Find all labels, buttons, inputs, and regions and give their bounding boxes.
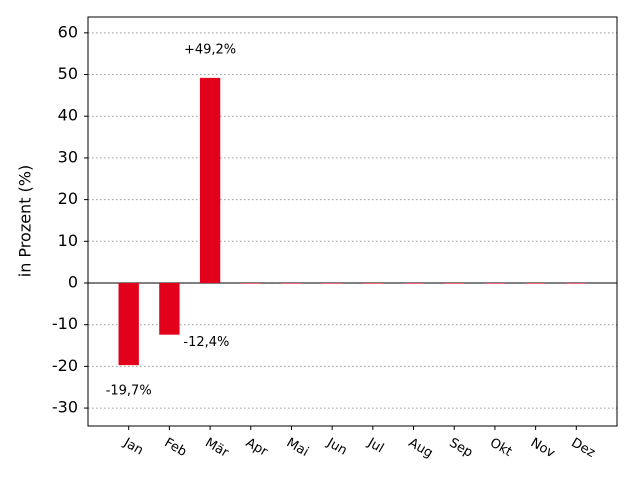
plot-frame bbox=[87, 16, 618, 427]
y-axis-label: in Prozent (%) bbox=[16, 165, 35, 277]
x-tick-label: Apr bbox=[243, 436, 271, 461]
bar bbox=[484, 282, 506, 284]
y-tick-label: -30 bbox=[52, 398, 78, 417]
bar bbox=[240, 282, 261, 284]
y-tick-label: 30 bbox=[58, 147, 78, 166]
y-tick-label: 0 bbox=[68, 272, 78, 291]
y-tick-label: 50 bbox=[58, 64, 78, 83]
bar bbox=[525, 282, 546, 284]
bar bbox=[362, 282, 384, 284]
y-tick-label: -10 bbox=[52, 314, 78, 333]
x-tick-label: Jul bbox=[364, 435, 386, 456]
bar bbox=[159, 282, 180, 335]
bar bbox=[444, 282, 465, 284]
x-tick-label: Jun bbox=[324, 435, 350, 459]
y-tick-label: 20 bbox=[58, 189, 78, 208]
value-label: +49,2% bbox=[184, 42, 236, 57]
x-tick-label: Feb bbox=[162, 436, 189, 461]
bar bbox=[281, 282, 302, 284]
bar bbox=[403, 282, 424, 284]
x-tick-label: Dez bbox=[569, 436, 598, 461]
x-tick-label: Jan bbox=[120, 435, 146, 459]
x-tick-label: Okt bbox=[487, 436, 514, 460]
x-tick-label: Nov bbox=[528, 436, 558, 462]
y-tick-label: 10 bbox=[58, 231, 78, 250]
bar bbox=[118, 282, 139, 366]
value-label: -12,4% bbox=[183, 335, 229, 350]
x-tick-label: Sep bbox=[446, 436, 475, 461]
value-label: -19,7% bbox=[106, 384, 152, 399]
x-tick-label: Mär bbox=[202, 436, 231, 462]
y-tick-label: 60 bbox=[58, 22, 78, 41]
x-tick-label: Aug bbox=[406, 436, 435, 462]
bar bbox=[566, 282, 587, 284]
bar bbox=[199, 77, 221, 283]
bar bbox=[321, 282, 343, 284]
x-tick-label: Mai bbox=[284, 436, 311, 460]
y-tick-label: 40 bbox=[58, 106, 78, 125]
y-tick-label: -20 bbox=[52, 356, 78, 375]
